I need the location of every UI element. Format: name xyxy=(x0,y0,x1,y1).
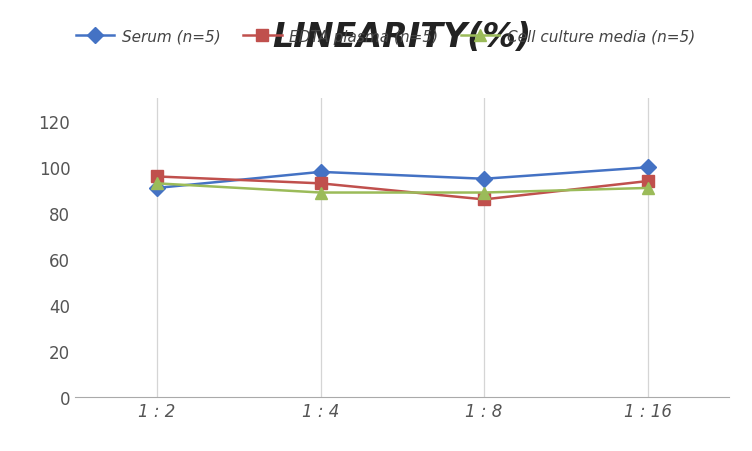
Cell culture media (n=5) xyxy=(643,186,652,191)
EDTA plasma (n=5) xyxy=(316,181,325,187)
EDTA plasma (n=5) xyxy=(153,175,162,180)
Cell culture media (n=5) xyxy=(153,181,162,187)
Line: Serum (n=5): Serum (n=5) xyxy=(151,162,653,194)
Line: EDTA plasma (n=5): EDTA plasma (n=5) xyxy=(151,171,653,206)
Serum (n=5) xyxy=(153,186,162,191)
Serum (n=5) xyxy=(316,170,325,175)
Title: LINEARITY(%): LINEARITY(%) xyxy=(273,21,532,54)
Serum (n=5) xyxy=(643,165,652,170)
Serum (n=5) xyxy=(480,177,489,182)
EDTA plasma (n=5) xyxy=(643,179,652,184)
EDTA plasma (n=5) xyxy=(480,197,489,202)
Line: Cell culture media (n=5): Cell culture media (n=5) xyxy=(151,179,653,198)
Legend: Serum (n=5), EDTA plasma (n=5), Cell culture media (n=5): Serum (n=5), EDTA plasma (n=5), Cell cul… xyxy=(70,23,702,51)
Cell culture media (n=5) xyxy=(480,190,489,196)
Cell culture media (n=5) xyxy=(316,190,325,196)
